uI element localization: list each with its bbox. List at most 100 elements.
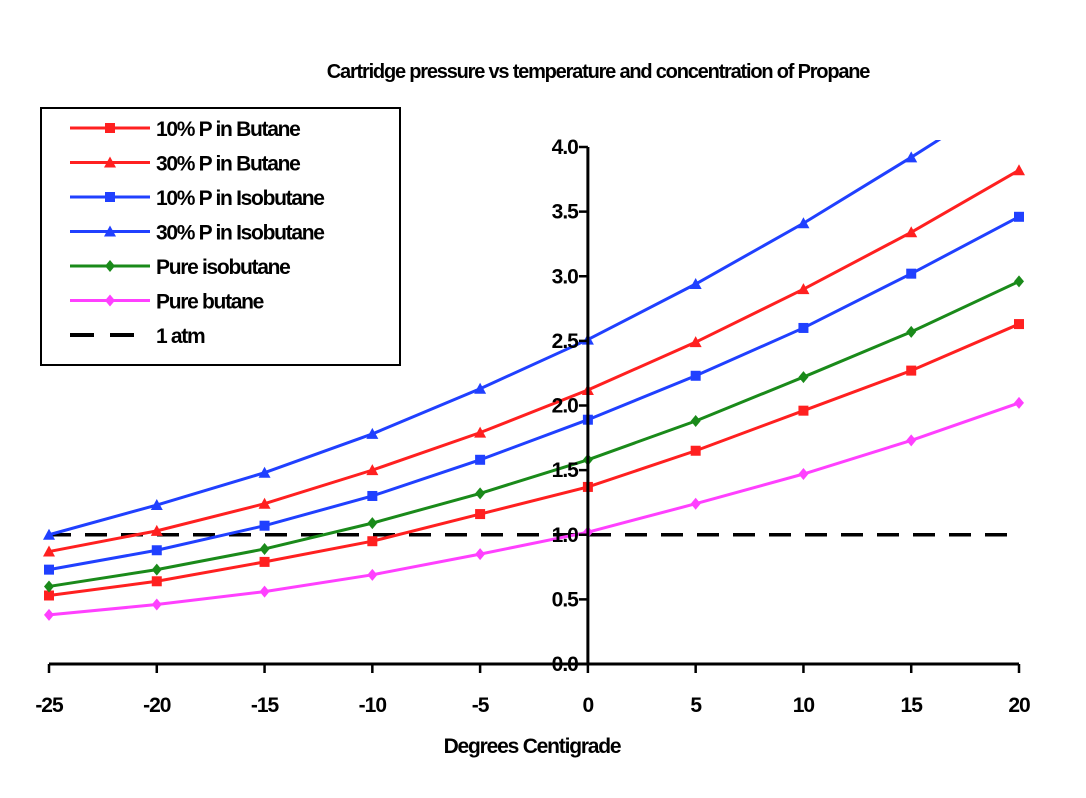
y-tick-label: 3.0: [552, 265, 579, 288]
series-3-point: [475, 454, 486, 465]
series-4-point: [905, 151, 918, 163]
series-6-point: [906, 434, 917, 447]
series-6-point: [151, 598, 162, 611]
legend-box: [40, 107, 401, 366]
series-4-point: [150, 499, 163, 511]
legend-label: 1 atm: [156, 325, 205, 348]
x-tick-label: -10: [359, 694, 387, 717]
chart-title: Cartridge pressure vs temperature and co…: [327, 61, 871, 83]
series-1-point: [367, 536, 378, 547]
x-tick-label: -5: [472, 694, 490, 717]
series-2-point: [474, 426, 487, 438]
legend-label: 10% P in Butane: [156, 118, 300, 141]
series-line-4: [48, 140, 942, 537]
series-4-point: [366, 427, 379, 439]
series-2-point: [43, 545, 55, 557]
series-3-point: [151, 545, 162, 556]
series-4-point: [258, 466, 271, 478]
y-tick-label: 3.5: [552, 201, 580, 224]
legend-swatch-marker: [105, 260, 115, 272]
series-2-point: [905, 226, 918, 238]
series-line-6: [48, 401, 1020, 617]
legend-label: 10% P in Isobutane: [156, 187, 324, 210]
series-line-1: [48, 322, 1020, 597]
x-tick-label: 20: [1008, 694, 1030, 717]
y-tick-label: 1.5: [552, 459, 580, 482]
legend-swatch-marker: [105, 192, 115, 202]
series-3-point: [1014, 211, 1024, 222]
series-1-point: [475, 509, 486, 520]
series-3-point: [690, 370, 701, 381]
series-5-point: [906, 325, 917, 338]
series-4-point: [474, 382, 487, 394]
series-1-point: [690, 445, 701, 456]
series-5-point: [690, 415, 701, 428]
legend: 10% P in Butane 30% P in Butane 10% P in I…: [40, 107, 401, 366]
series-line-3: [48, 215, 1020, 572]
series-2-point: [797, 283, 810, 295]
series-1-point: [44, 590, 54, 601]
series-5-point: [1014, 275, 1024, 288]
series-2-point: [150, 524, 163, 536]
series-3: [44, 211, 1024, 575]
x-tick-label: -25: [35, 694, 64, 717]
series-4: [43, 140, 942, 540]
legend-swatch-marker: [104, 156, 116, 168]
series-6-point: [259, 585, 270, 598]
series-6-point: [44, 608, 54, 621]
series-6-point: [475, 548, 486, 561]
series-1-point: [798, 405, 809, 416]
x-tick-label: -20: [143, 694, 171, 717]
series-3-point: [798, 322, 809, 333]
y-tick-label: 0.0: [552, 653, 579, 676]
legend-swatch-marker: [104, 225, 116, 237]
series-3-point: [906, 268, 917, 279]
y-tick-label: 1.0: [552, 524, 579, 547]
series-6-point: [690, 497, 701, 510]
series-line-5: [48, 280, 1020, 588]
series-6-point: [367, 568, 378, 581]
series-4-point: [43, 528, 55, 540]
series-1-point: [259, 556, 270, 567]
y-tick-label: 2.0: [552, 395, 579, 418]
series-2: [43, 164, 1025, 557]
series-6-point: [798, 468, 809, 481]
series-3-point: [44, 564, 54, 575]
series-1: [44, 319, 1024, 601]
series-1-point: [1014, 319, 1024, 330]
legend-swatch-marker: [105, 294, 115, 307]
series-2-point: [366, 464, 379, 476]
series-5-point: [44, 580, 54, 593]
x-tick-label: 5: [690, 694, 702, 717]
series-2-point: [689, 336, 702, 348]
series-2-point: [1013, 164, 1025, 176]
legend-label: Pure isobutane: [156, 256, 290, 279]
series-5-point: [475, 487, 486, 500]
series-4-point: [689, 278, 702, 290]
series-3-point: [259, 520, 270, 531]
series-line-2: [48, 168, 1020, 554]
axes: -25 -20 -15 -10 -5 0 5 10 15 20 0.0 0.5 1.0 1.5 2.0 2.5…: [35, 136, 1031, 717]
series-6-point: [1014, 396, 1024, 409]
x-tick-label: 10: [793, 694, 815, 717]
legend-label: 30% P in Isobutane: [156, 222, 324, 245]
series-4-point: [797, 217, 810, 229]
x-axis-title: Degrees Centigrade: [444, 735, 621, 758]
series-5: [44, 275, 1024, 593]
series-1-point: [151, 576, 162, 587]
y-tick-label: 2.5: [552, 330, 580, 353]
series-6: [44, 396, 1024, 621]
x-tick-label: 0: [583, 694, 594, 717]
series-2-point: [258, 497, 271, 509]
y-tick-label: 0.5: [552, 588, 580, 611]
series-1-point: [906, 365, 917, 376]
series-5-point: [151, 563, 162, 576]
series-5-point: [367, 517, 378, 530]
y-tick-label: 4.0: [552, 136, 579, 159]
series-5-point: [798, 371, 809, 384]
x-tick-label: 15: [901, 694, 924, 717]
series-5-point: [259, 542, 270, 555]
legend-swatch-marker: [105, 123, 115, 133]
series-layer: [43, 140, 1025, 621]
